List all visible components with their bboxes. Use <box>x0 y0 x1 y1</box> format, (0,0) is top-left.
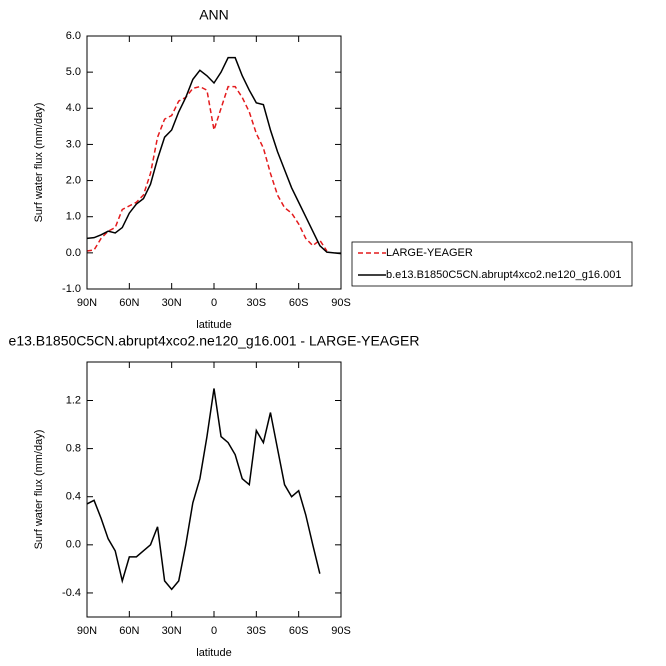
x-tick-label: 90S <box>331 297 351 309</box>
plot-frame <box>86 35 342 290</box>
y-tick-label: 0.8 <box>66 443 81 455</box>
y-axis-label: Surf water flux (mm/day) <box>33 103 45 223</box>
chart-title: ANN <box>199 7 229 23</box>
data-line <box>86 56 342 255</box>
x-tick-label: 90S <box>331 625 351 637</box>
legend-box <box>351 241 633 287</box>
y-axis-label: Surf water flux (mm/day) <box>33 430 45 550</box>
legend-label: b.e13.B1850C5CN.abrupt4xco2.ne120_g16.00… <box>386 269 621 281</box>
y-tick-label: 2.0 <box>66 174 81 186</box>
data-line <box>86 85 328 252</box>
y-tick-label: 1.2 <box>66 394 81 406</box>
y-tick-label: 6.0 <box>66 30 81 42</box>
x-tick-label: 30S <box>247 297 267 309</box>
x-tick-label: 90N <box>77 625 97 637</box>
chart-title: e13.B1850C5CN.abrupt4xco2.ne120_g16.001 … <box>9 333 420 349</box>
y-tick-label: -0.4 <box>62 587 81 599</box>
y-tick-label: 0.4 <box>66 491 81 503</box>
x-tick-label: 30N <box>162 625 182 637</box>
y-tick-label: 0.0 <box>66 539 81 551</box>
x-axis-label: latitude <box>196 319 231 331</box>
x-tick-label: 60S <box>289 297 309 309</box>
y-tick-label: 5.0 <box>66 66 81 78</box>
plot-frame <box>86 361 342 618</box>
x-tick-label: 60N <box>119 625 139 637</box>
legend-label: LARGE-YEAGER <box>386 247 473 259</box>
x-tick-label: 0 <box>211 297 217 309</box>
y-tick-label: -1.0 <box>62 283 81 295</box>
y-tick-label: 4.0 <box>66 102 81 114</box>
x-tick-label: 0 <box>211 625 217 637</box>
x-tick-label: 30N <box>162 297 182 309</box>
y-tick-label: 0.0 <box>66 247 81 259</box>
x-tick-label: 30S <box>247 625 267 637</box>
y-tick-label: 3.0 <box>66 138 81 150</box>
x-tick-label: 60N <box>119 297 139 309</box>
data-line <box>86 388 321 591</box>
y-tick-label: 1.0 <box>66 211 81 223</box>
x-tick-label: 60S <box>289 625 309 637</box>
x-tick-label: 90N <box>77 297 97 309</box>
x-axis-label: latitude <box>196 647 231 659</box>
